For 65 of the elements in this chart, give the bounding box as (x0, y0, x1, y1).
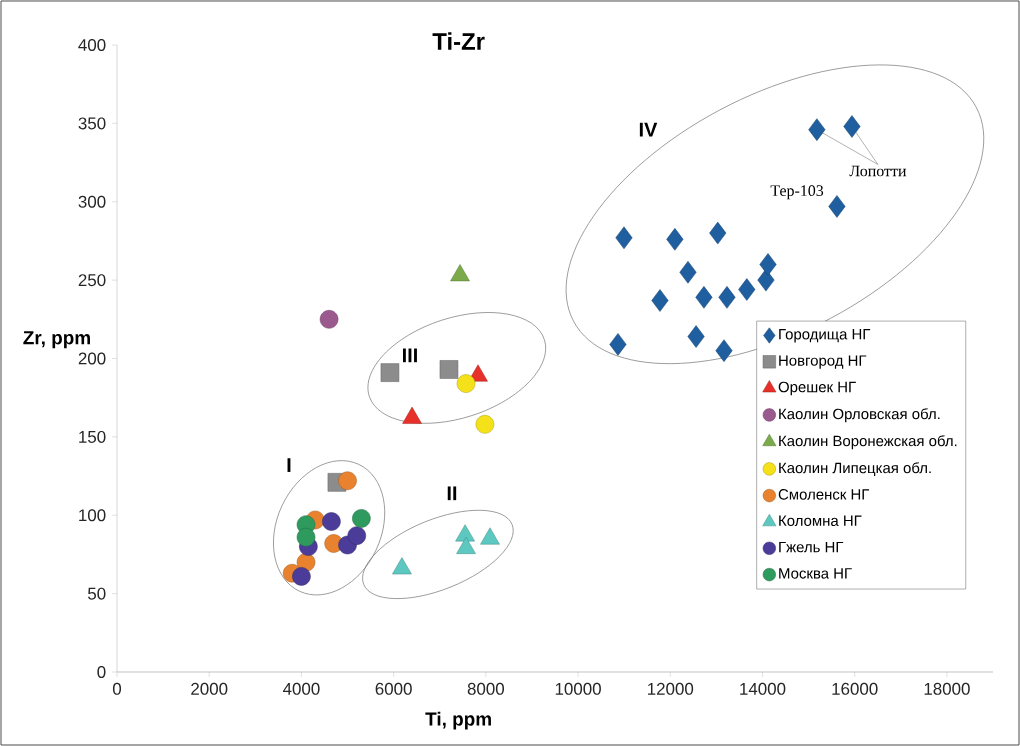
point (687, 325, 705, 348)
point (808, 118, 826, 141)
annotation: II (447, 486, 457, 501)
y-tick-label: 50 (87, 587, 106, 600)
point (347, 526, 366, 545)
point (615, 226, 633, 250)
point (292, 567, 311, 586)
x-tick-label: 4000 (282, 682, 320, 695)
x-tick-label: 6000 (375, 682, 412, 695)
point (695, 286, 713, 309)
point (709, 221, 727, 245)
point (380, 363, 400, 382)
x-axis-title: Ti, ppm (425, 711, 491, 730)
legend-label: Орешек НГ (778, 381, 856, 396)
point (718, 286, 736, 309)
x-tick-label: 0 (112, 682, 122, 695)
legend-label: Коломна НГ (779, 515, 862, 527)
point (828, 195, 846, 218)
x-tick-label: 8000 (467, 682, 505, 695)
point (322, 512, 341, 531)
point (439, 360, 459, 379)
point (338, 471, 357, 491)
point (738, 278, 756, 301)
y-tick-label: 150 (79, 430, 106, 443)
x-tick-label: 12000 (648, 682, 694, 695)
chart-title: Ti-Zr (432, 32, 485, 50)
point (296, 527, 316, 547)
y-tick-label: 0 (97, 666, 106, 678)
point (651, 289, 669, 312)
legend-label: Смоленск НГ (778, 489, 870, 500)
annotation: Тер-103 (770, 185, 824, 200)
legend-label: Каолин Орловская обл. (779, 408, 940, 423)
point (456, 374, 476, 393)
legend-label: Гжель НГ (779, 541, 844, 553)
legend-label: Каолин Воронежская обл. (779, 435, 957, 450)
point (319, 310, 339, 329)
point (475, 415, 495, 434)
y-tick-label: 250 (78, 274, 106, 287)
annotation: Лопотти (849, 165, 907, 177)
legend-label: Москва НГ (779, 568, 852, 579)
annotation: IV (639, 122, 658, 137)
point (609, 333, 627, 356)
y-tick-label: 400 (78, 39, 106, 51)
point (757, 268, 775, 292)
x-tick-label: 14000 (740, 682, 786, 695)
legend-label: Каолин Липецкая обл. (779, 462, 931, 477)
y-tick-label: 300 (78, 195, 106, 208)
y-tick-label: 100 (79, 509, 106, 522)
y-tick-label: 200 (78, 352, 106, 365)
annotation: III (402, 348, 417, 363)
point (715, 339, 733, 362)
point (843, 115, 861, 138)
point (352, 509, 371, 528)
annotation: I (287, 458, 291, 472)
point (759, 253, 777, 276)
y-tick-label: 350 (78, 117, 106, 130)
point (666, 228, 684, 251)
legend-label: Новгород НГ (779, 355, 867, 369)
legend-label: Городища НГ (779, 329, 871, 343)
x-tick-label: 16000 (832, 682, 878, 695)
x-tick-label: 18000 (924, 682, 970, 695)
y-axis-title: Zr, ppm (23, 331, 90, 349)
point (679, 261, 697, 284)
x-tick-label: 10000 (555, 682, 601, 695)
x-tick-label: 2000 (191, 682, 228, 695)
